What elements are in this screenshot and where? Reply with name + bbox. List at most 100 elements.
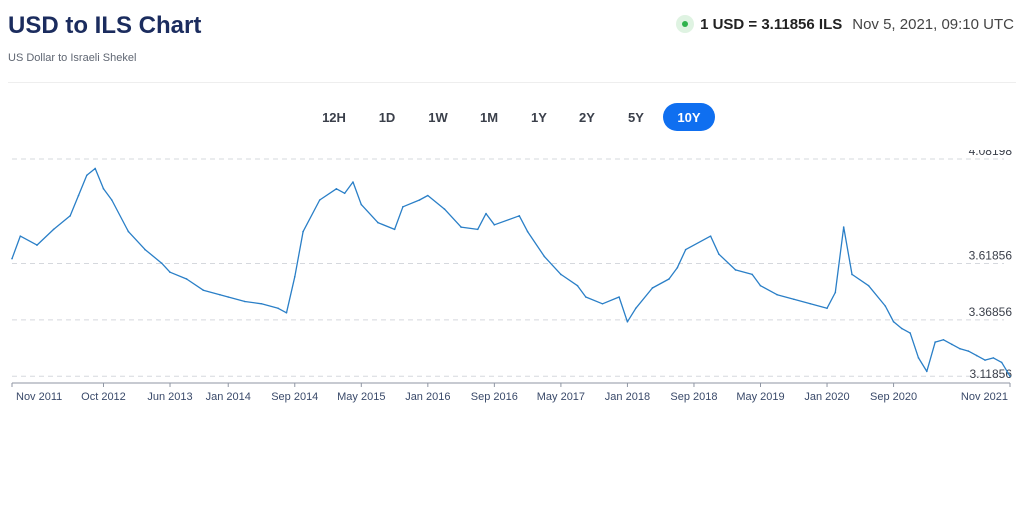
data-point[interactable] <box>851 273 853 276</box>
data-point[interactable] <box>867 284 870 287</box>
data-point[interactable] <box>618 296 620 298</box>
data-point[interactable] <box>393 228 396 231</box>
data-point[interactable] <box>834 291 837 294</box>
data-point[interactable] <box>52 228 55 231</box>
data-point[interactable] <box>809 302 812 305</box>
range-button-10y[interactable]: 10Y <box>663 103 715 131</box>
y-axis-ticks: 4.08198 3.61856 3.36856 3.11856 <box>969 150 1013 381</box>
data-point[interactable] <box>776 293 778 296</box>
data-point[interactable] <box>418 199 421 201</box>
data-point[interactable] <box>227 296 230 298</box>
data-point[interactable] <box>651 287 654 289</box>
data-point[interactable] <box>950 343 953 346</box>
data-point[interactable] <box>277 307 279 310</box>
data-point[interactable] <box>493 224 496 226</box>
data-point[interactable] <box>1000 361 1003 364</box>
data-point[interactable] <box>892 320 895 323</box>
data-point[interactable] <box>518 215 521 217</box>
data-point[interactable] <box>86 174 88 177</box>
data-point[interactable] <box>634 307 637 310</box>
data-point[interactable] <box>676 266 679 269</box>
rate-value: 1 USD = 3.11856 ILS <box>700 15 843 33</box>
data-point[interactable] <box>377 221 379 224</box>
x-tick-label: Jan 2016 <box>405 391 450 403</box>
data-point[interactable] <box>842 226 845 228</box>
data-point[interactable] <box>293 275 296 278</box>
data-point[interactable] <box>759 284 762 287</box>
data-point[interactable] <box>94 167 96 170</box>
data-point[interactable] <box>585 296 587 298</box>
data-point[interactable] <box>476 228 479 231</box>
range-button-1d[interactable]: 1D <box>378 109 396 125</box>
data-point[interactable] <box>884 305 887 307</box>
data-point[interactable] <box>185 278 188 280</box>
series-points <box>11 167 1011 378</box>
data-point[interactable] <box>543 255 546 258</box>
data-point[interactable] <box>302 230 304 233</box>
data-point[interactable] <box>734 269 737 271</box>
data-point[interactable] <box>335 187 338 190</box>
data-point[interactable] <box>111 199 113 201</box>
page-subtitle: US Dollar to Israeli Shekel <box>8 52 137 64</box>
y-tick-label: 3.11856 <box>970 367 1013 381</box>
data-point[interactable] <box>909 332 911 334</box>
data-point[interactable] <box>926 370 928 373</box>
data-point[interactable] <box>942 339 945 341</box>
live-status-dot-icon <box>676 15 695 33</box>
data-point[interactable] <box>102 187 105 190</box>
data-point[interactable] <box>202 289 205 292</box>
data-point[interactable] <box>69 215 72 217</box>
data-point[interactable] <box>19 235 22 237</box>
data-point[interactable] <box>601 302 604 305</box>
data-point[interactable] <box>77 194 80 197</box>
data-point[interactable] <box>967 350 970 352</box>
range-button-1m[interactable]: 1M <box>479 109 499 125</box>
data-point[interactable] <box>751 273 753 276</box>
data-point[interactable] <box>427 194 429 197</box>
data-point[interactable] <box>11 257 13 260</box>
data-point[interactable] <box>485 212 487 215</box>
data-point[interactable] <box>684 248 687 251</box>
range-button-2y[interactable]: 2Y <box>579 109 595 125</box>
data-point[interactable] <box>934 341 936 343</box>
data-point[interactable] <box>626 320 629 323</box>
range-button-12h[interactable]: 12H <box>322 109 346 125</box>
range-button-1y[interactable]: 1Y <box>531 109 547 125</box>
data-point[interactable] <box>160 262 163 264</box>
data-point[interactable] <box>560 273 562 276</box>
data-point[interactable] <box>992 357 995 359</box>
data-point[interactable] <box>285 311 288 314</box>
data-point[interactable] <box>318 199 321 201</box>
data-point[interactable] <box>443 208 446 210</box>
data-point[interactable] <box>901 327 903 330</box>
data-point[interactable] <box>826 307 828 310</box>
data-point[interactable] <box>260 302 263 305</box>
data-point[interactable] <box>576 284 579 287</box>
data-point[interactable] <box>1009 375 1011 378</box>
data-point[interactable] <box>343 192 346 195</box>
data-point[interactable] <box>127 230 130 233</box>
x-tick-label: Jan 2018 <box>605 391 650 403</box>
range-button-5y[interactable]: 5Y <box>628 109 644 125</box>
data-point[interactable] <box>792 298 795 301</box>
data-point[interactable] <box>668 278 670 280</box>
data-point[interactable] <box>360 203 363 206</box>
data-point[interactable] <box>526 230 529 233</box>
data-point[interactable] <box>36 244 38 246</box>
data-point[interactable] <box>975 354 978 357</box>
data-point[interactable] <box>718 253 720 255</box>
data-point[interactable] <box>959 348 961 350</box>
data-point[interactable] <box>460 226 462 228</box>
data-point[interactable] <box>219 293 221 296</box>
data-point[interactable] <box>244 300 246 303</box>
data-point[interactable] <box>984 359 986 361</box>
chart-header: USD to ILS Chart US Dollar to Israeli Sh… <box>0 0 1024 82</box>
data-point[interactable] <box>352 181 354 183</box>
data-point[interactable] <box>402 206 404 208</box>
data-point[interactable] <box>917 357 920 359</box>
data-point[interactable] <box>144 248 146 251</box>
series-line-usd-ils[interactable] <box>11 167 1011 377</box>
data-point[interactable] <box>709 235 712 237</box>
range-button-1w[interactable]: 1W <box>428 109 448 125</box>
data-point[interactable] <box>169 271 171 273</box>
